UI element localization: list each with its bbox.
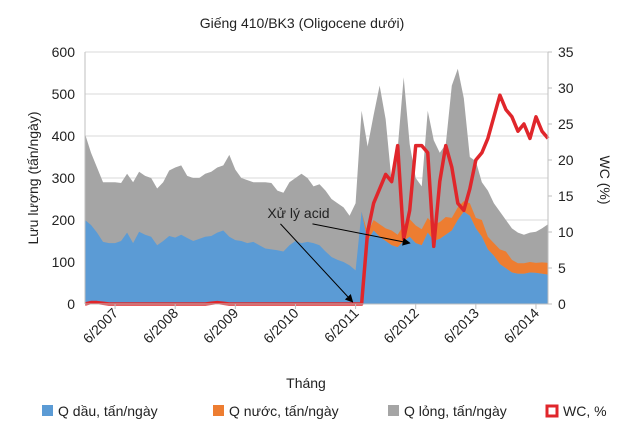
y-tick-label-3: 300: [52, 170, 76, 186]
annotation-layer: Xử lý acid: [267, 205, 411, 303]
x-tick-label-5: 6/2012: [380, 305, 422, 347]
y-tick-label-2: 200: [52, 212, 76, 228]
y2-tick-label-6: 30: [558, 80, 574, 96]
legend: Q dầu, tấn/ngày Q nước, tấn/ngày Q lỏng, t…: [42, 403, 607, 419]
legend-label-1: Q nước, tấn/ngày: [229, 403, 339, 419]
x-tick-label-4: 6/2011: [321, 305, 362, 346]
annotation-arrow-0-0: [280, 223, 354, 303]
x-tick-label-1: 6/2008: [140, 305, 182, 347]
y-tick-label-0: 0: [67, 296, 75, 312]
legend-label-0: Q dầu, tấn/ngày: [58, 403, 158, 419]
legend-swatch-0: [42, 405, 53, 416]
y2-tick-label-1: 5: [558, 260, 566, 276]
y2-tick-label-7: 35: [558, 44, 574, 60]
legend-label-2: Q lỏng, tấn/ngày: [404, 403, 507, 419]
x-tick-label-3: 6/2010: [260, 305, 302, 347]
area-series-q-dầu: [85, 211, 548, 304]
x-tick-label-7: 6/2014: [500, 305, 542, 347]
y-axis-title: Lưu lượng (tấn/ngày): [25, 112, 41, 245]
x-axis-title: Tháng: [286, 375, 326, 391]
y-tick-label-4: 400: [52, 128, 76, 144]
legend-swatch-3: [545, 404, 559, 418]
y2-tick-label-5: 25: [558, 116, 574, 132]
y2-tick-label-2: 10: [558, 224, 574, 240]
legend-label-3: WC, %: [563, 403, 607, 419]
x-tick-label-0: 6/2007: [80, 305, 122, 347]
legend-swatch-1: [213, 405, 224, 416]
chart-title: Giếng 410/BK3 (Oligocene dưới): [200, 15, 405, 31]
annotation-label-0: Xử lý acid: [267, 205, 329, 221]
y2-tick-label-3: 15: [558, 188, 574, 204]
y2-axis-title: WC (%): [597, 156, 613, 205]
y2-tick-label-0: 0: [558, 296, 566, 312]
y2-tick-label-4: 20: [558, 152, 574, 168]
legend-swatch-2: [388, 405, 399, 416]
y-tick-label-6: 600: [52, 44, 76, 60]
x-tick-label-6: 6/2013: [440, 305, 482, 347]
y-tick-label-1: 100: [52, 254, 76, 270]
y-tick-label-5: 500: [52, 86, 76, 102]
x-tick-label-2: 6/2009: [200, 305, 242, 347]
annotation-arrow-0-1: [312, 223, 411, 246]
